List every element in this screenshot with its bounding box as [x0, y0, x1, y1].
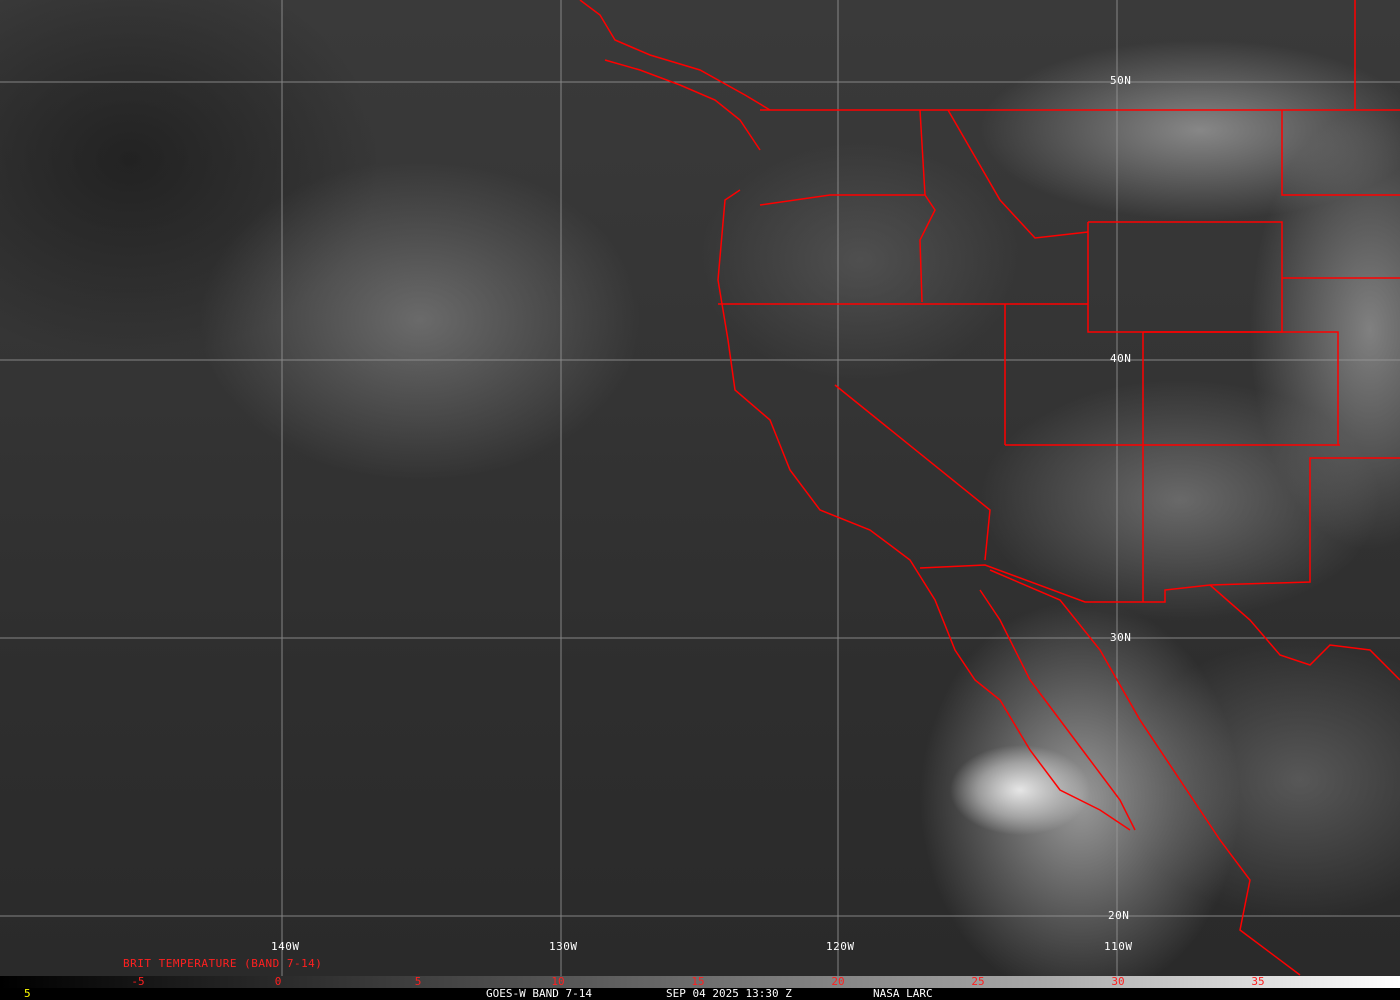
map-overlay — [0, 0, 1400, 976]
scale-title: BRIT TEMPERATURE (BAND 7-14) — [123, 957, 323, 970]
scale-tick: 5 — [414, 975, 422, 988]
lat-lon-grid — [0, 0, 1400, 976]
scale-tick: -5 — [131, 975, 145, 988]
satellite-image — [0, 0, 1400, 976]
scale-left-value: 5 — [24, 987, 31, 1000]
coastline-vancouver-island — [604, 59, 761, 151]
temperature-color-scale — [0, 976, 1400, 988]
image-datetime: SEP 04 2025 13:30 Z — [666, 987, 792, 1000]
lon-label-140w: 140W — [271, 940, 300, 953]
coastline-bc — [579, 0, 771, 111]
scale-tick: 20 — [831, 975, 845, 988]
lon-label-110w: 110W — [1104, 940, 1133, 953]
scale-tick: 30 — [1111, 975, 1125, 988]
border-ca-nv — [834, 384, 991, 561]
lon-label-130w: 130W — [549, 940, 578, 953]
border-colorado — [1143, 331, 1339, 445]
scale-tick: 25 — [971, 975, 985, 988]
border-wa-or — [759, 194, 936, 303]
lon-label-120w: 120W — [826, 940, 855, 953]
image-source: NASA LARC — [873, 987, 933, 1000]
border-id-mt — [947, 109, 1089, 239]
coastline-west-us — [717, 189, 1131, 831]
border-canada-2 — [1281, 110, 1400, 196]
lat-label-30n: 30N — [1110, 631, 1132, 644]
boundaries — [579, 0, 1400, 976]
scale-tick: 10 — [551, 975, 565, 988]
lat-label-50n: 50N — [1110, 74, 1132, 87]
scale-tick: 0 — [274, 975, 282, 988]
scale-tick: 15 — [691, 975, 705, 988]
lat-label-40n: 40N — [1110, 352, 1132, 365]
footer-bar: 5 GOES-W BAND 7-14 SEP 04 2025 13:30 Z N… — [0, 987, 1400, 1000]
border-idaho — [919, 109, 926, 196]
border-mexico — [919, 457, 1400, 603]
satellite-band: GOES-W BAND 7-14 — [486, 987, 592, 1000]
coastline-gulf — [1209, 584, 1400, 681]
coastline-baja-east — [979, 589, 1136, 831]
lat-label-20n: 20N — [1108, 909, 1130, 922]
scale-tick: 35 — [1251, 975, 1265, 988]
coastline-mexico — [989, 569, 1301, 976]
